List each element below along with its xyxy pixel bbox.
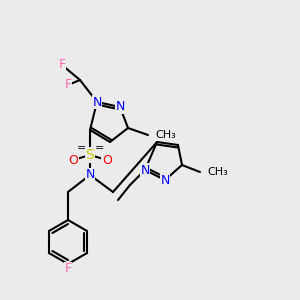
Text: O: O	[102, 154, 112, 166]
Text: O: O	[68, 154, 78, 166]
Text: N: N	[85, 169, 95, 182]
Text: S: S	[85, 148, 94, 162]
Text: =: =	[76, 143, 86, 153]
Text: N: N	[160, 173, 170, 187]
Text: N: N	[92, 95, 102, 109]
Text: N: N	[140, 164, 150, 176]
Text: F: F	[58, 58, 66, 71]
Text: =: =	[94, 143, 104, 153]
Text: F: F	[64, 79, 72, 92]
Text: CH₃: CH₃	[155, 130, 176, 140]
Text: N: N	[115, 100, 125, 113]
Text: CH₃: CH₃	[207, 167, 228, 177]
Text: F: F	[64, 262, 72, 275]
